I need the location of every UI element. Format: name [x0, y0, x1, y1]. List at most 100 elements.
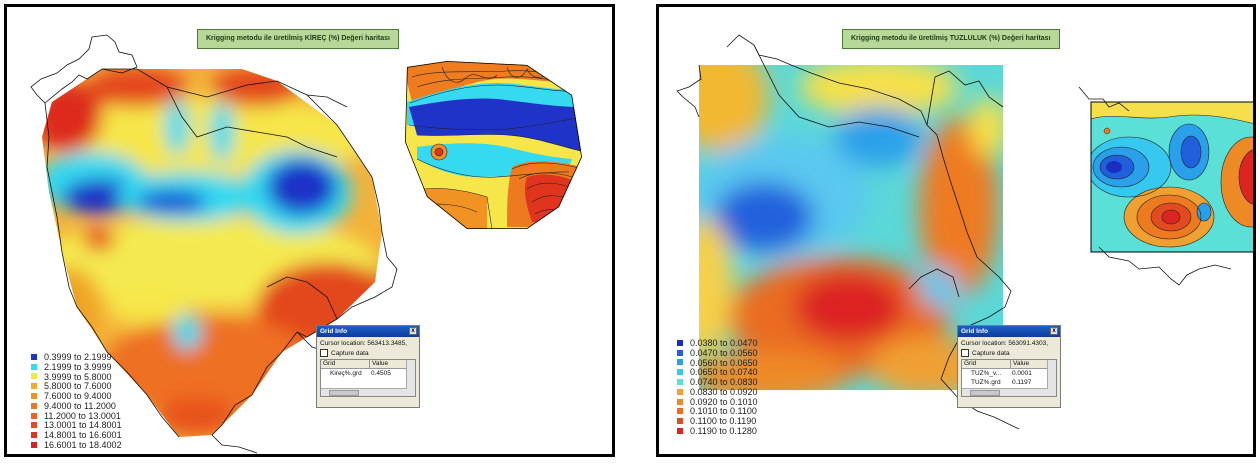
legend-item: 14.8001 to 16.6001: [31, 430, 122, 440]
legend-item: 5.8000 to 7.6000: [31, 381, 122, 391]
grid-value-cell: 0.1197: [1012, 379, 1032, 386]
cursor-location-text: Cursor location: 563091.4303,: [961, 340, 1049, 347]
legend-label: 14.8001 to 16.6001: [44, 430, 122, 441]
kirec-kriging-surface: [42, 69, 382, 437]
tuzluluk-legend: 0.0380 to 0.0470 0.0470 to 0.0560 0.0560 t…: [677, 338, 758, 436]
legend-swatch: [31, 393, 37, 400]
table-row: TUZ%.grd 0.1197: [962, 378, 1056, 387]
capture-data-checkbox[interactable]: [320, 349, 328, 357]
legend-item: 3.9999 to 5.8000: [31, 372, 122, 382]
grid-info-titlebar[interactable]: Grid Info x: [958, 326, 1060, 337]
legend-label: 0.1190 to 0.1280: [690, 426, 757, 437]
capture-data-label: Capture data: [331, 349, 369, 357]
horizontal-scrollbar[interactable]: [962, 388, 1048, 396]
legend-swatch: [31, 432, 37, 439]
table-row: Kireç%.grd 0.4505: [321, 369, 415, 378]
vertical-scrollbar[interactable]: [1047, 360, 1056, 396]
legend-item: 0.1010 to 0.1100: [677, 406, 758, 417]
legend-item: 0.0380 to 0.0470: [677, 338, 758, 348]
legend-label: 0.1100 to 0.1190: [690, 416, 757, 427]
legend-label: 3.9999 to 5.8000: [44, 371, 112, 382]
value-column-header[interactable]: Value: [1011, 360, 1048, 368]
grid-info-titlebar[interactable]: Grid Info x: [317, 326, 419, 337]
legend-label: 0.0470 to 0.0560: [690, 347, 758, 358]
legend-item: 16.6001 to 18.4002: [31, 440, 122, 450]
legend-item: 0.3999 to 2.1999: [31, 352, 122, 362]
legend-label: 13.0001 to 14.8001: [44, 420, 122, 431]
legend-label: 0.0740 to 0.0830: [690, 377, 758, 388]
legend-swatch: [31, 373, 37, 380]
grid-column-header[interactable]: Grid: [962, 360, 1011, 368]
legend-item: 0.1100 to 0.1190: [677, 416, 758, 426]
kirec-map-canvas: [30, 34, 582, 454]
legend-label: 0.3999 to 2.1999: [44, 351, 112, 362]
tuzluluk-kriging-surface: [699, 65, 1003, 390]
grid-value-table: Grid Value TUZ%_v... 0.0001 TUZ%.grd 0.1…: [961, 359, 1057, 397]
legend-item: 13.0001 to 14.8001: [31, 420, 122, 431]
tuzluluk-map-panel: Krigging metodu ile üretilmiş TUZLULUK (…: [656, 4, 1256, 457]
legend-swatch: [31, 353, 37, 360]
legend-label: 0.0560 to 0.0650: [690, 357, 758, 368]
legend-swatch: [31, 442, 37, 449]
grid-value-cell: 0.0001: [1012, 370, 1032, 377]
legend-swatch: [677, 379, 683, 386]
grid-name-cell: Kireç%.grd: [330, 370, 362, 377]
legend-item: 0.0560 to 0.0650: [677, 358, 758, 368]
kirec-contour-map: [405, 61, 582, 229]
horizontal-scrollbar[interactable]: [321, 388, 407, 396]
grid-info-title: Grid Info: [320, 328, 348, 335]
capture-data-label: Capture data: [972, 349, 1010, 357]
close-icon[interactable]: x: [1050, 327, 1058, 335]
tuzluluk-grid-info-window[interactable]: Grid Info x Cursor location: 563091.4303…: [957, 325, 1061, 408]
legend-label: 0.1010 to 0.1100: [690, 406, 757, 417]
legend-item: 0.0650 to 0.0740: [677, 367, 758, 377]
legend-swatch: [677, 369, 683, 376]
capture-data-checkbox[interactable]: [961, 349, 969, 357]
legend-swatch: [677, 339, 683, 346]
grid-name-cell: TUZ%.grd: [971, 379, 1001, 386]
tuzluluk-map-canvas: [676, 34, 1253, 430]
cursor-location-text: Cursor location: 563413.3485,: [320, 340, 408, 347]
close-icon[interactable]: x: [409, 327, 417, 335]
scroll-thumb[interactable]: [329, 390, 359, 396]
legend-item: 9.4000 to 11.2000: [31, 401, 122, 411]
legend-label: 0.0830 to 0.0920: [690, 386, 758, 397]
legend-swatch: [31, 402, 37, 409]
legend-label: 5.8000 to 7.6000: [44, 381, 112, 392]
tuzluluk-contour-map: [1091, 102, 1253, 252]
scroll-thumb[interactable]: [970, 390, 1000, 396]
value-column-header[interactable]: Value: [370, 360, 407, 368]
capture-data-row[interactable]: Capture data: [958, 348, 1060, 358]
legend-swatch: [31, 422, 37, 429]
legend-item: 11.2000 to 13.0001: [31, 411, 122, 421]
legend-label: 7.6000 to 9.4000: [44, 391, 112, 402]
legend-label: 0.0920 to 0.1010: [690, 396, 758, 407]
legend-swatch: [31, 363, 37, 370]
legend-swatch: [677, 408, 683, 415]
grid-value-cell: 0.4505: [371, 370, 391, 377]
grid-name-cell: TUZ%_v...: [971, 370, 1002, 377]
grid-column-header[interactable]: Grid: [321, 360, 370, 368]
tuzluluk-map-title: Krigging metodu ile üretilmiş TUZLULUK (…: [842, 29, 1060, 49]
legend-item: 0.0920 to 0.1010: [677, 397, 758, 407]
capture-data-row[interactable]: Capture data: [317, 348, 419, 358]
legend-swatch: [677, 398, 683, 405]
legend-item: 0.0740 to 0.0830: [677, 377, 758, 387]
kirec-map-panel: Krigging metodu ile üretilmiş KİREÇ (%) …: [4, 4, 615, 457]
legend-item: 2.1999 to 3.9999: [31, 362, 122, 372]
table-row: TUZ%_v... 0.0001: [962, 369, 1056, 378]
legend-item: 0.0830 to 0.0920: [677, 387, 758, 397]
grid-value-table: Grid Value Kireç%.grd 0.4505: [320, 359, 416, 397]
legend-label: 0.0380 to 0.0470: [690, 337, 758, 348]
legend-swatch: [31, 412, 37, 419]
grid-table-header: Grid Value: [321, 360, 415, 369]
vertical-scrollbar[interactable]: [406, 360, 415, 396]
kirec-grid-info-window[interactable]: Grid Info x Cursor location: 563413.3485…: [316, 325, 420, 408]
grid-info-title: Grid Info: [961, 328, 989, 335]
grid-table-header: Grid Value: [962, 360, 1056, 369]
legend-label: 16.6001 to 18.4002: [44, 440, 122, 451]
legend-item: 0.0470 to 0.0560: [677, 348, 758, 358]
legend-swatch: [677, 388, 683, 395]
legend-swatch: [677, 428, 683, 435]
legend-swatch: [677, 359, 683, 366]
